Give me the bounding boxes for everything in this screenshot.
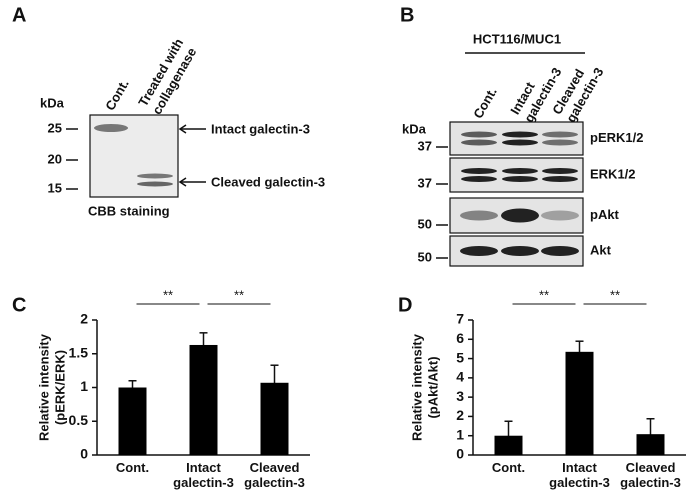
cell-line: HCT116/MUC1 [473,31,561,46]
y-tick-label: 4 [456,369,464,385]
blot-band [461,131,497,138]
significance-label: ** [234,287,244,302]
blot-band [501,208,539,223]
band-label: Cleaved galectin-3 [211,174,325,189]
arrows [178,124,206,187]
y-tick-label: 1 [80,378,88,394]
blot-band [542,168,578,174]
significance-label: ** [610,287,620,302]
y-axis-label: Relative intensity [409,333,424,441]
blot-label: ERK1/2 [590,166,636,181]
blot [449,157,584,193]
y-tick-label: 5 [456,349,464,365]
x-tick-label: Cont. [116,460,149,475]
marker-label: 25 [48,120,62,135]
y-tick-label: 0.5 [69,412,89,428]
lane-label: Cont. [103,77,133,113]
blot-label: pERK1/2 [590,130,643,145]
y-tick-label: 2 [456,407,464,423]
gel-band [94,124,128,132]
bar [189,344,218,455]
x-tick-label-line: Cleaved [250,460,300,475]
marker-label: 15 [48,180,62,195]
panel-label: D [398,294,412,316]
blot-label: Akt [590,242,612,257]
marker-label: 50 [418,216,432,231]
x-tick-label: Cont. [492,460,525,475]
lane-label: Cont. [471,85,501,121]
panel-label: B [400,4,414,26]
blot-band [461,176,497,182]
blot-band [542,131,578,138]
x-tick-label: Cleaved galectin-3 [620,460,681,490]
marker-label: 37 [418,175,432,190]
lane-label-line: Cont. [103,77,133,113]
lane-label-line: Cont. [471,85,501,121]
blot-band [541,210,579,221]
x-tick-label-line: galectin-3 [620,475,681,490]
blot-band [542,139,578,146]
x-tick-label-line: galectin-3 [244,475,305,490]
y-tick-label: 3 [456,388,464,404]
bar [494,435,523,455]
bar [260,382,289,455]
blot-band [460,210,498,221]
gel-band [137,181,173,187]
marker-ticks [66,128,78,190]
bar [636,434,665,455]
blot-band [461,168,497,174]
bar [565,351,594,455]
blot-band [502,131,538,138]
gel-band [137,173,173,179]
x-tick-label-line: Cleaved [626,460,676,475]
x-tick-label-line: Cont. [492,460,525,475]
stain-label: CBB staining [88,203,170,218]
band-label: Intact galectin-3 [211,121,310,136]
x-tick-label-line: galectin-3 [173,475,234,490]
y-axis-label: (pERK/ERK) [52,350,67,425]
lane-label: Cleavedgalectin-3 [550,57,607,125]
unit-label: kDa [402,121,427,136]
y-tick-label: 0 [80,446,88,462]
lane-label: Intactgalectin-3 [508,57,565,125]
y-tick-label: 0 [456,446,464,462]
blot-band [502,168,538,174]
blot-band [460,246,498,256]
y-tick-label: 6 [456,330,464,346]
y-tick-label: 7 [456,311,464,327]
marker-label: 37 [418,138,432,153]
x-tick-label: Cleaved galectin-3 [244,460,305,490]
significance-label: ** [163,287,173,302]
blot-band [501,246,539,256]
x-tick-label: Intact galectin-3 [549,460,610,490]
unit-label: kDa [40,95,65,110]
y-tick-label: 1.5 [69,344,89,360]
blots: pERK1/2 37 ERK1/2 37 pAkt 50 Akt 50 [418,121,643,267]
blot-band [502,176,538,182]
blot-band [542,176,578,182]
x-tick-label-line: Intact [186,460,221,475]
bar [118,387,147,455]
x-tick-label-line: Intact [562,460,597,475]
lane-label: Treated withcollagenase [136,36,201,117]
x-tick-label-line: galectin-3 [549,475,610,490]
y-tick-label: 1 [456,426,464,442]
blot-band [541,246,579,256]
y-axis-label: Relative intensity [36,333,51,441]
y-tick-label: 2 [80,311,88,327]
blot [449,121,584,156]
x-tick-label: Intact galectin-3 [173,460,234,490]
marker-label: 50 [418,249,432,264]
panel-label: A [12,4,26,26]
panel-label: C [12,294,26,316]
significance-label: ** [539,287,549,302]
blot-band [461,139,497,146]
blot-label: pAkt [590,207,620,222]
marker-label: 20 [48,151,62,166]
blot-band [502,139,538,146]
y-axis-label: (pAkt/Akt) [425,356,440,418]
x-tick-label-line: Cont. [116,460,149,475]
